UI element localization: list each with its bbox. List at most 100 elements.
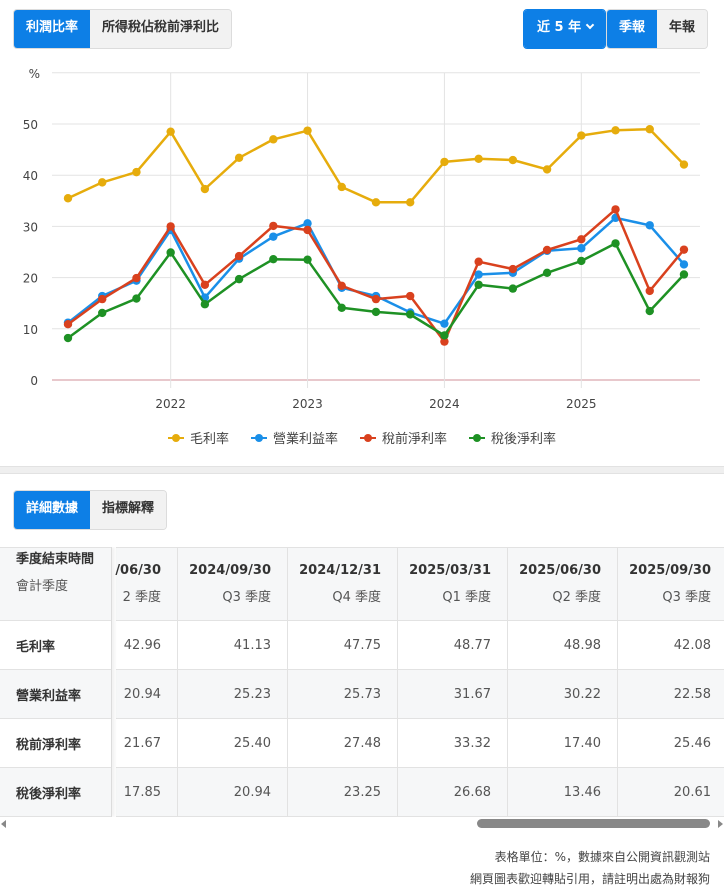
data-point xyxy=(679,270,689,279)
data-point xyxy=(337,303,346,313)
data-point xyxy=(63,319,73,329)
table-cell: 20.61 xyxy=(618,768,724,817)
legend-label: 毛利率 xyxy=(189,432,229,447)
data-point xyxy=(269,232,278,241)
series-line xyxy=(67,127,685,204)
data-point xyxy=(440,331,449,340)
y-tick-label: 0 xyxy=(30,374,38,388)
data-point xyxy=(166,127,175,136)
data-point xyxy=(679,260,689,269)
legend-marker-icon xyxy=(469,433,486,443)
legend-label: 營業利益率 xyxy=(272,432,338,447)
data-point xyxy=(679,160,689,169)
column-quarter: Q1 季度 xyxy=(442,590,491,605)
y-tick-label: 10 xyxy=(23,323,38,337)
data-point xyxy=(303,255,312,264)
table-corner-header: 季度結束時間 會計季度 xyxy=(0,547,111,621)
data-point xyxy=(337,182,346,192)
table-column: 2025/03/31 Q1 季度 48.77 31.67 33.32 26.68 xyxy=(398,547,508,817)
range-dropdown[interactable]: 近 5 年 xyxy=(523,9,607,49)
data-point xyxy=(132,273,141,283)
y-tick-label: 50 xyxy=(23,118,38,132)
series-line xyxy=(67,208,685,343)
metric-tabs: 利潤比率 所得稅佔稅前淨利比 xyxy=(13,9,233,49)
column-header: 2024/09/30 Q3 季度 xyxy=(178,547,287,621)
tab-quarterly[interactable]: 季報 xyxy=(607,10,658,48)
tab-tax-ratio[interactable]: 所得稅佔稅前淨利比 xyxy=(90,10,232,48)
legend-item[interactable]: 毛利率 xyxy=(167,428,229,447)
data-point xyxy=(371,294,381,304)
x-tick-label: 2022 xyxy=(155,397,186,411)
column-header: 2024/12/31 Q4 季度 xyxy=(288,547,397,621)
range-dropdown-label: 近 5 年 xyxy=(537,20,582,35)
data-point xyxy=(645,221,654,230)
column-quarter: Q3 季度 xyxy=(222,590,271,605)
data-point xyxy=(508,264,518,274)
data-table: 季度結束時間 會計季度 毛利率 營業利益率 稅前淨利率 稅後淨利率 /06/30 2 季… xyxy=(0,547,724,817)
table-cell: 23.25 xyxy=(288,768,397,817)
detail-tabs: 詳細數據 指標解釋 xyxy=(13,490,168,530)
table-horizontal-scrollbar[interactable] xyxy=(0,817,724,831)
fiscal-quarter-header: 會計季度 xyxy=(16,579,69,594)
x-tick-label: 2025 xyxy=(566,397,597,411)
data-point xyxy=(440,157,449,167)
data-point xyxy=(234,274,244,284)
data-point xyxy=(269,221,278,231)
scrollbar-thumb[interactable] xyxy=(477,819,710,828)
data-point xyxy=(542,165,552,174)
column-date: 2025/06/30 xyxy=(519,563,601,578)
table-column: /06/30 2 季度 42.96 20.94 21.67 17.85 xyxy=(115,547,178,817)
data-point xyxy=(98,178,107,187)
table-column: 2024/12/31 Q4 季度 47.75 25.73 27.48 23.25 xyxy=(288,547,398,817)
legend-item[interactable]: 營業利益率 xyxy=(250,428,338,447)
row-header: 稅後淨利率 xyxy=(0,768,111,817)
column-quarter: Q2 季度 xyxy=(552,590,601,605)
footnote-source: 表格單位：%，數據來自公開資訊觀測站 xyxy=(494,850,710,864)
column-quarter: 2 季度 xyxy=(122,590,161,605)
tab-indicator-explanation[interactable]: 指標解釋 xyxy=(90,491,167,529)
footnote-citation: 網頁圖表歡迎轉貼引用，請註明出處為財報狗 xyxy=(469,872,710,886)
y-axis-unit-label: % xyxy=(29,67,40,81)
data-point xyxy=(474,270,483,279)
data-point xyxy=(234,153,244,162)
table-cell: 48.98 xyxy=(508,621,617,670)
data-point xyxy=(474,257,483,266)
tab-profit-ratio[interactable]: 利潤比率 xyxy=(14,10,91,48)
table-cell: 17.85 xyxy=(116,768,177,817)
table-cell: 25.40 xyxy=(178,719,287,768)
data-point xyxy=(200,280,210,289)
chart-legend: 毛利率 營業利益率 稅前淨利率 稅後淨利率 xyxy=(0,428,724,447)
legend-item[interactable]: 稅後淨利率 xyxy=(469,428,556,447)
data-point xyxy=(371,198,381,207)
y-tick-label: 40 xyxy=(23,169,38,183)
table-cell: 30.22 xyxy=(508,670,617,719)
data-point xyxy=(611,205,620,214)
table-row-headers: 季度結束時間 會計季度 毛利率 營業利益率 稅前淨利率 稅後淨利率 xyxy=(0,547,112,817)
data-point xyxy=(474,280,483,289)
data-point xyxy=(98,308,107,318)
column-quarter: Q3 季度 xyxy=(662,590,711,605)
range-dropdown-button[interactable]: 近 5 年 xyxy=(524,10,606,48)
data-point xyxy=(132,167,141,177)
table-cell: 41.13 xyxy=(178,621,287,670)
legend-item[interactable]: 稅前淨利率 xyxy=(360,428,447,447)
tab-annual[interactable]: 年報 xyxy=(657,10,708,48)
tab-detailed-data[interactable]: 詳細數據 xyxy=(14,491,91,529)
data-point xyxy=(303,126,312,135)
legend-marker-icon xyxy=(250,433,267,443)
data-point xyxy=(63,194,73,203)
legend-marker-icon xyxy=(167,433,184,443)
scroll-right-arrow-icon[interactable] xyxy=(718,820,723,828)
table-column: 2025/09/30 Q3 季度 42.08 22.58 25.46 20.61 xyxy=(618,547,724,817)
column-header: 2025/06/30 Q2 季度 xyxy=(508,547,617,621)
column-header: /06/30 2 季度 xyxy=(115,547,177,621)
data-point xyxy=(371,307,381,317)
x-tick-label: 2024 xyxy=(429,397,460,411)
table-cell: 25.23 xyxy=(178,670,287,719)
table-cell: 26.68 xyxy=(398,768,507,817)
data-point xyxy=(406,310,415,319)
data-point xyxy=(63,333,73,343)
table-column: 2025/06/30 Q2 季度 48.98 30.22 17.40 13.46 xyxy=(508,547,618,817)
scroll-left-arrow-icon[interactable] xyxy=(1,820,6,828)
table-scroll-columns[interactable]: /06/30 2 季度 42.96 20.94 21.67 17.85 2024/09/30… xyxy=(115,547,724,817)
